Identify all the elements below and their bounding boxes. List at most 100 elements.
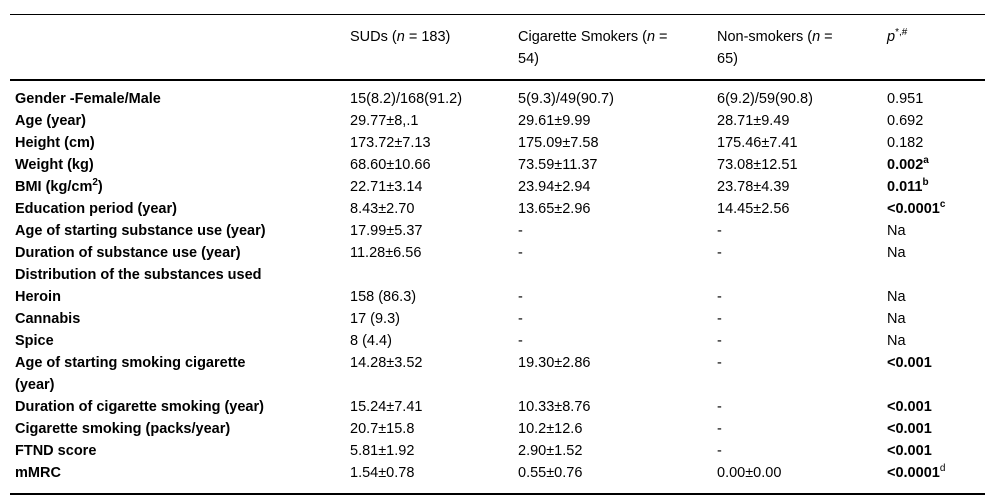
p-value-cell: Na: [887, 245, 906, 261]
header-text: 65): [717, 51, 738, 67]
data-cell: -: [717, 443, 722, 459]
data-cell: 13.65±2.96: [518, 201, 591, 217]
data-cell: -: [518, 311, 523, 327]
data-cell: 29.77±8,.1: [350, 113, 419, 129]
p-value-cell: 0.692: [887, 113, 924, 129]
data-cell: 22.71±3.14: [350, 179, 423, 195]
data-cell: 173.72±7.13: [350, 135, 431, 151]
data-cell: -: [518, 245, 523, 261]
data-cell: 5(9.3)/49(90.7): [518, 91, 614, 107]
data-cell: 17.99±5.37: [350, 223, 423, 239]
row-label: Distribution of the substances used: [15, 267, 262, 283]
data-cell: 175.46±7.41: [717, 135, 798, 151]
data-cell: [518, 264, 717, 286]
row-label: mMRC: [15, 465, 61, 481]
data-cell: 8.43±2.70: [350, 201, 415, 217]
header-p-italic: p: [887, 29, 896, 45]
col-header-empty: [10, 14, 350, 81]
data-cell: 28.71±9.49: [717, 113, 790, 129]
label-superscript: 2: [92, 177, 98, 189]
table-row: Duration of cigarette smoking (year) 15.2…: [10, 396, 985, 418]
row-label: Cannabis: [15, 311, 81, 327]
data-cell: 8 (4.4): [350, 333, 392, 349]
header-text: Cigarette Smokers (: [518, 29, 647, 45]
table-row: mMRC 1.54±0.78 0.55±0.76 0.00±0.00 <0.0001d: [10, 462, 985, 494]
data-cell: 15(8.2)/168(91.2): [350, 91, 463, 107]
p-value-cell: 0.002a: [887, 155, 929, 173]
row-label: FTND score: [15, 443, 97, 459]
row-label: BMI (kg/cm2): [15, 177, 103, 195]
table-row: Age of starting substance use (year) 17.9…: [10, 220, 985, 242]
data-cell: [717, 264, 887, 286]
data-cell: -: [518, 333, 523, 349]
p-value-cell: Na: [887, 223, 906, 239]
p-value-cell: <0.001: [887, 421, 932, 437]
data-cell: 1.54±0.78: [350, 465, 415, 481]
data-cell: 0.00±0.00: [717, 465, 782, 481]
p-value-cell: <0.001: [887, 443, 932, 459]
data-cell: -: [717, 223, 722, 239]
row-label: Duration of cigarette smoking (year): [15, 399, 264, 415]
header-text: =: [820, 29, 833, 45]
data-cell: -: [717, 289, 722, 305]
data-cell: -: [518, 223, 523, 239]
col-header-p-value: p*,#: [887, 14, 985, 81]
table-row: Duration of substance use (year) 11.28±6.…: [10, 242, 985, 264]
table-row: Age (year) 29.77±8,.1 29.61±9.99 28.71±9.49…: [10, 110, 985, 132]
data-cell: 14.45±2.56: [717, 201, 790, 217]
header-row: SUDs (n = 183) Cigarette Smokers (n = 54)…: [10, 14, 985, 81]
p-value-cell: <0.0001d: [887, 463, 946, 481]
row-label: Age of starting substance use (year): [15, 223, 266, 239]
data-cell: 20.7±15.8: [350, 421, 415, 437]
data-cell: 11.28±6.56: [350, 245, 422, 261]
table-row: Gender -Female/Male 15(8.2)/168(91.2) 5(9.…: [10, 80, 985, 110]
data-cell: -: [717, 421, 722, 437]
table-row: Cannabis 17 (9.3) - - Na: [10, 308, 985, 330]
row-label: Age (year): [15, 113, 86, 129]
p-superscript: a: [923, 155, 929, 167]
data-cell: 175.09±7.58: [518, 135, 599, 151]
data-cell: -: [717, 399, 722, 415]
row-label: Cigarette smoking (packs/year): [15, 421, 231, 437]
p-superscript: d: [939, 463, 946, 475]
p-value-cell: [887, 264, 985, 286]
row-label: Age of starting smoking cigarette (year): [15, 355, 246, 393]
header-text: Non-smokers (: [717, 29, 813, 45]
table-row: FTND score 5.81±1.92 2.90±1.52 - <0.001: [10, 440, 985, 462]
p-value-cell: 0.951: [887, 91, 924, 107]
data-cell: 14.28±3.52: [350, 355, 423, 371]
p-value-cell: Na: [887, 289, 906, 305]
row-label: Gender -Female/Male: [15, 91, 161, 107]
col-header-non-smokers: Non-smokers (n = 65): [717, 14, 887, 81]
data-cell: 17 (9.3): [350, 311, 400, 327]
data-cell: -: [717, 311, 722, 327]
p-value-cell: Na: [887, 333, 906, 349]
col-header-cigarette-smokers: Cigarette Smokers (n = 54): [518, 14, 717, 81]
table-body: Gender -Female/Male 15(8.2)/168(91.2) 5(9.…: [10, 80, 985, 494]
data-cell: 68.60±10.66: [350, 157, 431, 173]
table-row: Distribution of the substances used: [10, 264, 985, 286]
p-value-cell: <0.0001c: [887, 199, 946, 217]
data-cell: 23.94±2.94: [518, 179, 591, 195]
data-cell: 158 (86.3): [350, 289, 417, 305]
data-cell: 6(9.2)/59(90.8): [717, 91, 813, 107]
data-cell: 10.2±12.6: [518, 421, 583, 437]
table-row: Age of starting smoking cigarette (year) 1…: [10, 352, 985, 396]
data-cell: [350, 264, 518, 286]
p-value-cell: <0.001: [887, 399, 932, 415]
data-cell: -: [717, 333, 722, 349]
table-row: Education period (year) 8.43±2.70 13.65±2.…: [10, 198, 985, 220]
table-header: SUDs (n = 183) Cigarette Smokers (n = 54)…: [10, 14, 985, 81]
p-value-cell: <0.001: [887, 355, 932, 371]
data-cell: 73.08±12.51: [717, 157, 798, 173]
p-value-cell: 0.182: [887, 135, 924, 151]
header-n-italic: n: [646, 29, 656, 45]
data-cell: 0.55±0.76: [518, 465, 583, 481]
p-superscript: b: [922, 177, 929, 189]
header-text: = 183): [404, 29, 451, 45]
table-row: Cigarette smoking (packs/year) 20.7±15.8 1…: [10, 418, 985, 440]
p-header-superscript: *,#: [895, 27, 908, 39]
data-cell: 19.30±2.86: [518, 355, 591, 371]
table-row: Spice 8 (4.4) - - Na: [10, 330, 985, 352]
